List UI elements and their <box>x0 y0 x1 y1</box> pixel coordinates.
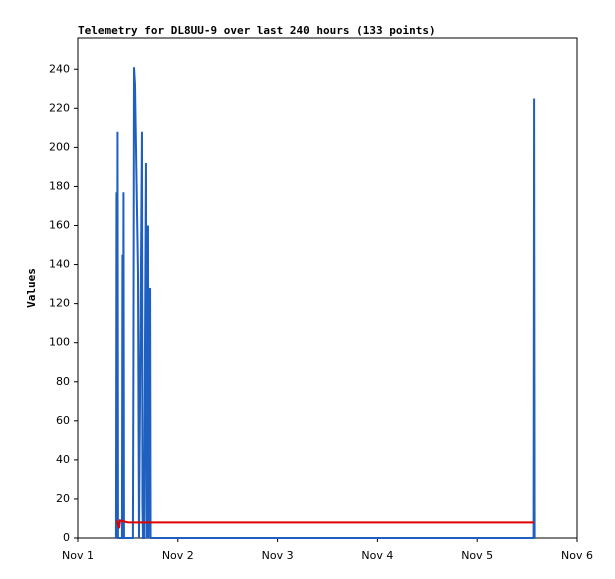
x-tick-label: Nov 5 <box>461 549 493 562</box>
y-tick-label: 80 <box>56 375 70 388</box>
y-tick-label: 0 <box>63 531 70 544</box>
y-tick-label: 60 <box>56 414 70 427</box>
x-tick-label: Nov 1 <box>62 549 94 562</box>
chart-title: Telemetry for DL8UU-9 over last 240 hour… <box>78 24 436 37</box>
y-tick-label: 240 <box>49 62 70 75</box>
y-tick-label: 200 <box>49 140 70 153</box>
data-line <box>115 519 535 529</box>
y-axis-label: Values <box>25 268 38 308</box>
y-tick-label: 40 <box>56 453 70 466</box>
y-tick-label: 180 <box>49 179 70 192</box>
x-tick-label: Nov 2 <box>162 549 194 562</box>
y-tick-label: 100 <box>49 336 70 349</box>
y-tick-label: 220 <box>49 101 70 114</box>
data-line <box>114 67 536 539</box>
y-tick-label: 140 <box>49 258 70 271</box>
y-tick-label: 120 <box>49 297 70 310</box>
x-tick-label: Nov 6 <box>561 549 593 562</box>
x-tick-label: Nov 4 <box>361 549 393 562</box>
y-tick-label: 160 <box>49 219 70 232</box>
y-tick-label: 20 <box>56 492 70 505</box>
x-tick-label: Nov 3 <box>262 549 294 562</box>
